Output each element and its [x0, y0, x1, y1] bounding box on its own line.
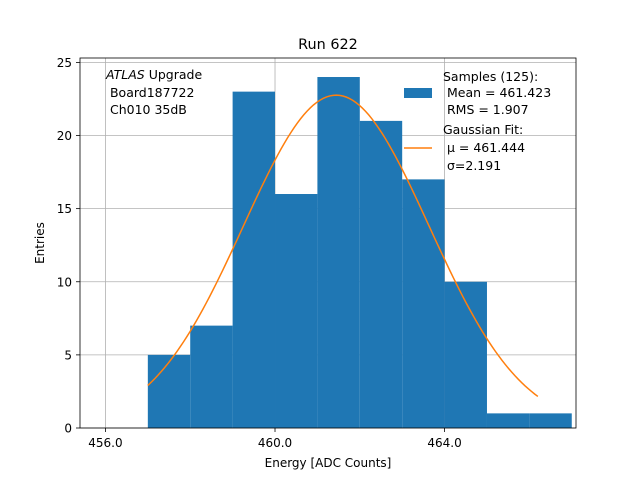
histogram-bar — [529, 413, 572, 428]
x-tick-label: 464.0 — [427, 436, 461, 450]
y-axis-ticks: 0 5 10 15 20 25 — [57, 56, 80, 436]
x-axis-label: Energy [ADC Counts] — [265, 456, 392, 470]
histogram-bar — [359, 120, 403, 428]
gaussian-fit-curve — [147, 94, 539, 398]
legend-fit-mu: μ = 461.444 — [443, 140, 525, 155]
histogram-bar — [275, 194, 318, 428]
histogram-bar — [147, 354, 191, 428]
legend-samples-title: Samples (125): — [443, 69, 538, 84]
histogram-bar — [232, 91, 276, 429]
legend-samples-rms: RMS = 1.907 — [443, 102, 529, 117]
y-tick-label: 15 — [57, 202, 72, 216]
board-label: Board187722 — [106, 85, 194, 100]
atlas-annotation: ATLAS Upgrade Board187722 Ch010 35dB — [105, 67, 202, 117]
histogram-bar — [444, 281, 487, 428]
histogram-bar — [486, 413, 530, 428]
legend: Samples (125): Mean = 461.423 RMS = 1.90… — [404, 69, 551, 173]
legend-samples-mean: Mean = 461.423 — [443, 85, 551, 100]
y-tick-label: 10 — [57, 275, 72, 289]
channel-label: Ch010 35dB — [106, 102, 187, 117]
histogram-bar — [190, 325, 233, 428]
upgrade-word: Upgrade — [145, 67, 203, 82]
legend-fit-sigma: σ=2.191 — [443, 158, 501, 173]
histogram-bar — [317, 77, 360, 429]
histogram-bar — [402, 179, 445, 428]
y-tick-label: 0 — [64, 422, 72, 436]
y-tick-label: 5 — [64, 348, 72, 362]
plot-frame — [79, 57, 577, 429]
chart-title: Run 622 — [298, 37, 358, 53]
y-tick-label: 20 — [57, 129, 72, 143]
atlas-word: ATLAS — [105, 67, 145, 82]
legend-histogram-swatch — [404, 88, 432, 98]
y-tick-label: 25 — [57, 56, 72, 70]
y-axis-label: Entries — [33, 222, 47, 264]
histogram-bars — [147, 77, 572, 429]
x-tick-label: 460.0 — [258, 436, 292, 450]
legend-fit-title: Gaussian Fit: — [443, 122, 523, 137]
x-axis-ticks: 456.0 460.0 464.0 — [88, 428, 462, 450]
atlas-label: ATLAS Upgrade — [105, 67, 202, 82]
x-tick-label: 456.0 — [88, 436, 122, 450]
